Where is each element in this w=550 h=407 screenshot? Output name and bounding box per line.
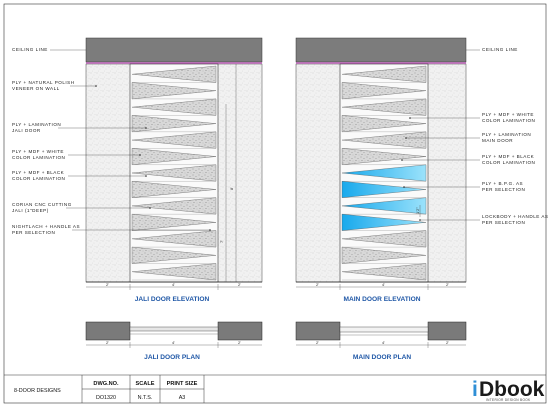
ply-natural-label-1: PLY + NATURAL POLISH [12,80,75,85]
ply-mdf-black-label-2: COLOR LAMINATION [12,176,65,181]
laminate-triangle [131,213,217,231]
r-mdf-black-label-1: PLY + MDF + BLACK [482,154,535,159]
dim-small-a: 1'2" [415,207,420,214]
laminate-triangle [131,98,217,116]
logo-tagline: INTERIOR DESIGN BOOK [486,398,531,402]
ply-natural-label-2: VENEER ON WALL [12,86,60,91]
dim-right-wall: 2' [238,282,241,287]
main-plan-wall-right [427,321,467,341]
ceiling-line-label-left: CEILING LINE [12,47,48,52]
laminate-triangle [131,148,217,165]
left-annotations: CEILING LINE PLY + NATURAL POLISH VENEER… [12,47,211,235]
r-mdf-white-label-1: PLY + MDF + WHITE [482,112,534,117]
logo-text: Dbook [479,378,545,401]
main-plan-dim-left: 2' [316,340,319,345]
jali-plan-wall-right [217,321,263,341]
main-triangles [341,65,427,281]
sheet-border [3,3,547,404]
laminate-triangle [341,131,427,149]
r-lockbody-label-1: LOCKBODY + HANDLE AS [482,214,548,219]
main-door-plan: 2' 4' 2' MAIN DOOR PLAN [295,321,467,361]
jali-plan-dim-left: 2' [106,340,109,345]
laminate-triangle [131,131,217,149]
laminate-triangle [131,230,217,248]
ceiling-slab-right [295,37,467,63]
laminate-triangle [341,65,427,83]
glass-triangle [341,197,427,215]
main-dim-mid: 4' [382,282,385,287]
jali-door-elevation: 2' 4' 2' 8' 7' JALI DOOR ELEVATION [85,37,263,303]
laminate-triangle [131,181,217,198]
main-dim-left: 2' [316,282,319,287]
dwg-no-label: DWG.NO. [93,381,119,387]
laminate-triangle [341,115,427,133]
glass-triangle [341,164,427,182]
r-bpg-label-1: PLY + B.P.G. AS [482,181,523,186]
jali-door-plan: 2' 4' 2' JALI DOOR PLAN [85,321,263,361]
r-ply-lam-label-2: MAIN DOOR [482,138,513,143]
dim-height-7: 7' [219,240,224,243]
print-size-value: A3 [179,395,186,401]
nightlatch-label-1: NIGHTLACH + HANDLE AS [12,224,80,229]
dwg-no-value: DO1320 [96,395,116,401]
laminate-triangle [341,230,427,248]
r-ply-lam-label-1: PLY + LAMINATION [482,132,531,137]
ply-lam-label-1: PLY + LAMINATION [12,122,61,127]
laminate-triangle [131,82,217,100]
jali-triangles [131,65,217,281]
logo-i-letter: i [472,378,478,401]
jali-plan-wall-left [85,321,131,341]
main-dim-right: 2' [446,282,449,287]
dim-height-8: 8' [229,187,234,190]
main-door-elevation: 2' 4' 2' MAIN DOOR ELEVATION [295,37,467,303]
ply-mdf-white-label-1: PLY + MDF + WHITE [12,149,64,154]
main-elevation-title: MAIN DOOR ELEVATION [343,296,420,303]
dim-left-wall: 2' [106,282,109,287]
idbook-logo: i Dbook INTERIOR DESIGN BOOK [472,378,545,402]
glass-triangle [341,213,427,231]
r-mdf-white-label-2: COLOR LAMINATION [482,118,535,123]
scale-label: SCALE [136,381,155,387]
ceiling-slab-left [85,37,263,63]
main-plan-wall-left [295,321,341,341]
laminate-triangle [131,164,217,182]
laminate-triangle [341,263,427,281]
r-mdf-black-label-2: COLOR LAMINATION [482,160,535,165]
r-bpg-label-2: PER SELECTION [482,187,525,192]
corian-label-2: JALI (1"DEEP) [12,208,49,213]
main-plan-leaf [339,326,429,333]
corian-label-1: CORIAN CNC CUTTING [12,202,72,207]
laminate-triangle [341,246,427,264]
ply-mdf-white-label-2: COLOR LAMINATION [12,155,65,160]
laminate-triangle [131,246,217,264]
title-block: 8-DOOR DESIGNS DWG.NO. DO1320 SCALE N.T.… [4,374,546,403]
laminate-triangle [131,65,217,83]
jali-plan-dim-mid: 4' [172,340,175,345]
scale-value: N.T.S. [138,395,153,401]
nightlatch-label-2: PER SELECTION [12,230,55,235]
laminate-triangle [131,197,217,215]
ply-mdf-black-label-1: PLY + MDF + BLACK [12,170,65,175]
sheet-name: 8-DOOR DESIGNS [14,388,61,394]
laminate-triangle [341,148,427,165]
main-plan-dim-mid: 4' [382,340,385,345]
right-annotations: CEILING LINE PLY + MDF + WHITE COLOR LAM… [401,47,548,225]
laminate-triangle [341,82,427,100]
ply-lam-label-2: JALI DOOR [12,128,41,133]
ceiling-line-label-right: CEILING LINE [482,47,518,52]
jali-plan-dim-right: 2' [238,340,241,345]
main-plan-dim-right: 2' [446,340,449,345]
laminate-triangle [131,263,217,281]
main-plan-title: MAIN DOOR PLAN [353,354,411,361]
laminate-triangle [131,115,217,133]
print-size-label: PRINT SIZE [167,381,198,387]
glass-triangle [341,181,427,198]
dim-door-width: 4' [172,282,175,287]
jali-plan-title: JALI DOOR PLAN [144,354,200,361]
r-lockbody-label-2: PER SELECTION [482,220,525,225]
laminate-triangle [341,98,427,116]
jali-elevation-title: JALI DOOR ELEVATION [135,296,210,303]
jali-plan-leaf [129,326,219,332]
